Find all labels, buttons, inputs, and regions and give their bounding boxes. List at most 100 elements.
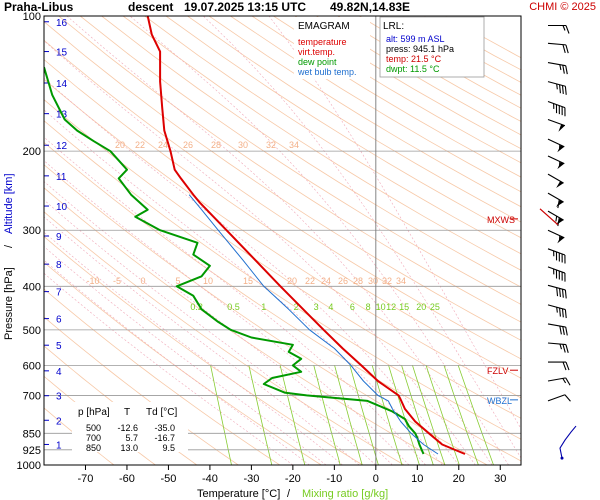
wind-barb-flag xyxy=(562,44,566,53)
mixing-ratio-line xyxy=(279,365,306,465)
x-axis-separator: / xyxy=(287,488,291,500)
y-tick-label: 700 xyxy=(23,390,41,402)
dry-adiabat-line xyxy=(165,16,521,239)
mixing-ratio-line xyxy=(443,365,479,465)
mixing-ratio-label: 10 xyxy=(376,302,386,312)
mixing-ratio-label: 0.5 xyxy=(227,302,240,312)
sounding-coords: 49.82N,14.83E xyxy=(330,0,410,14)
altitude-tick-label: 12 xyxy=(56,141,68,152)
altitude-tick-label: 11 xyxy=(56,172,67,183)
mixing-ratio-line xyxy=(425,365,460,465)
legend-item-dew-point: dew point xyxy=(298,57,337,67)
wind-barb-staff xyxy=(547,229,565,239)
sounding-mode: descent xyxy=(128,0,173,14)
lrl-dewpoint: dwpt: 11.5 °C xyxy=(386,64,440,74)
moist-adiabat-line xyxy=(44,77,460,465)
wind-barb-staff xyxy=(547,377,566,382)
wind-barb-flag xyxy=(564,273,566,282)
dry-adiabat-line xyxy=(187,16,521,223)
mixing-ratio-line xyxy=(334,365,363,465)
dry-adiabat-line xyxy=(144,16,521,255)
y-tick-label: 100 xyxy=(23,11,41,23)
wind-barb xyxy=(547,81,567,95)
dry-adiabat-label: 32 xyxy=(266,140,276,150)
table-cell: -35.0 xyxy=(154,423,175,433)
dry-adiabat-label: 22 xyxy=(135,140,145,150)
altitude-tick-label: 16 xyxy=(56,18,68,29)
wind-barb xyxy=(547,155,565,170)
wind-barb xyxy=(547,394,571,402)
wind-barb-staff xyxy=(547,118,566,127)
x-tick-label: 10 xyxy=(411,473,423,485)
mixing-ratio-label: 3 xyxy=(314,302,319,312)
altitude-tick-label: 15 xyxy=(56,48,68,59)
mixing-ratio-label: 4 xyxy=(328,302,333,312)
wind-barb-half xyxy=(562,25,566,31)
dry-adiabat-line xyxy=(44,164,488,465)
dry-adiabat-line xyxy=(444,16,521,59)
wind-barb xyxy=(547,342,569,353)
wind-barb-pennant xyxy=(557,236,565,244)
altitude-tick-label: 9 xyxy=(56,232,62,243)
wind-barb-flag xyxy=(565,44,569,54)
wind-barb-flag xyxy=(564,86,567,95)
wind-barb xyxy=(548,361,570,371)
wind-barb xyxy=(547,304,567,319)
wind-barb-flag xyxy=(564,107,566,117)
wind-barb-staff xyxy=(547,62,566,67)
wind-barb-flag xyxy=(555,104,558,114)
mixing-ratio-label: 20 xyxy=(416,302,426,312)
plot-frame xyxy=(43,15,522,466)
x-tick-label: -40 xyxy=(202,473,218,485)
dry-adiabat-label: 30 xyxy=(238,140,248,150)
lrl-temperature: temp: 21.5 °C xyxy=(386,54,442,64)
max-wind-barb xyxy=(539,208,559,226)
wind-barb-column xyxy=(539,24,577,460)
wind-barb xyxy=(547,266,566,282)
wind-barb-staff xyxy=(547,173,564,184)
dry-adiabat-label: 24 xyxy=(158,140,168,150)
mixing-ratio-line xyxy=(412,365,446,465)
wind-barb-flag xyxy=(559,288,561,297)
wind-barb-half xyxy=(555,216,558,222)
dry-adiabat-label: 28 xyxy=(211,140,221,150)
x-tick-label: -20 xyxy=(285,473,301,485)
wind-barb xyxy=(548,24,570,34)
moist-adiabat-line xyxy=(203,16,521,459)
wind-barb-flag xyxy=(565,344,569,353)
wind-barb-flag xyxy=(565,25,570,34)
dry-adiabat-line xyxy=(44,39,521,360)
wind-barb-half xyxy=(556,83,558,90)
wind-barb-flag xyxy=(555,269,558,279)
wind-barb-flag xyxy=(564,309,567,319)
moist-adiabat-line xyxy=(44,181,393,465)
level-marker-label: FZLV xyxy=(487,366,508,376)
level-table: p [hPa] T Td [°C] 500 -12.6 -35.0 700 5.… xyxy=(72,402,188,453)
wind-barb-staff xyxy=(547,192,564,203)
dry-adiabat-label: 0 xyxy=(140,276,145,286)
series-layer xyxy=(44,16,466,455)
mixing-ratio-line xyxy=(210,365,232,465)
dry-adiabat-label: 32 xyxy=(382,276,392,286)
table-cell: 5.7 xyxy=(125,433,138,443)
altitude-tick-label: 4 xyxy=(56,367,62,378)
wind-barb-pennant xyxy=(557,145,565,153)
label-layer: -70 -60 -50 -40 -30 -20 -10 0 10 20 30100200300400… xyxy=(17,11,518,485)
altitude-tick-label: 5 xyxy=(56,341,62,352)
table-cell: -16.7 xyxy=(154,433,175,443)
wind-barb-flag xyxy=(562,326,565,336)
mixing-ratio-line xyxy=(313,365,341,465)
altitude-tick-label: 6 xyxy=(56,315,62,326)
wind-barb-flag xyxy=(561,308,564,318)
mixing-ratio-line xyxy=(401,365,434,465)
wind-barb-flag xyxy=(558,105,560,115)
wind-barb xyxy=(547,210,564,227)
lrl-altitude: alt: 599 m ASL xyxy=(386,34,445,44)
dry-adiabat-line xyxy=(44,236,364,465)
altitude-tick-label: 3 xyxy=(56,392,62,403)
dry-adiabat-label: 30 xyxy=(368,276,378,286)
y-tick-label: 925 xyxy=(23,445,41,457)
wind-barb-pennant xyxy=(557,161,565,170)
wind-barb-flag xyxy=(564,394,571,402)
dry-adiabat-line xyxy=(58,16,521,323)
